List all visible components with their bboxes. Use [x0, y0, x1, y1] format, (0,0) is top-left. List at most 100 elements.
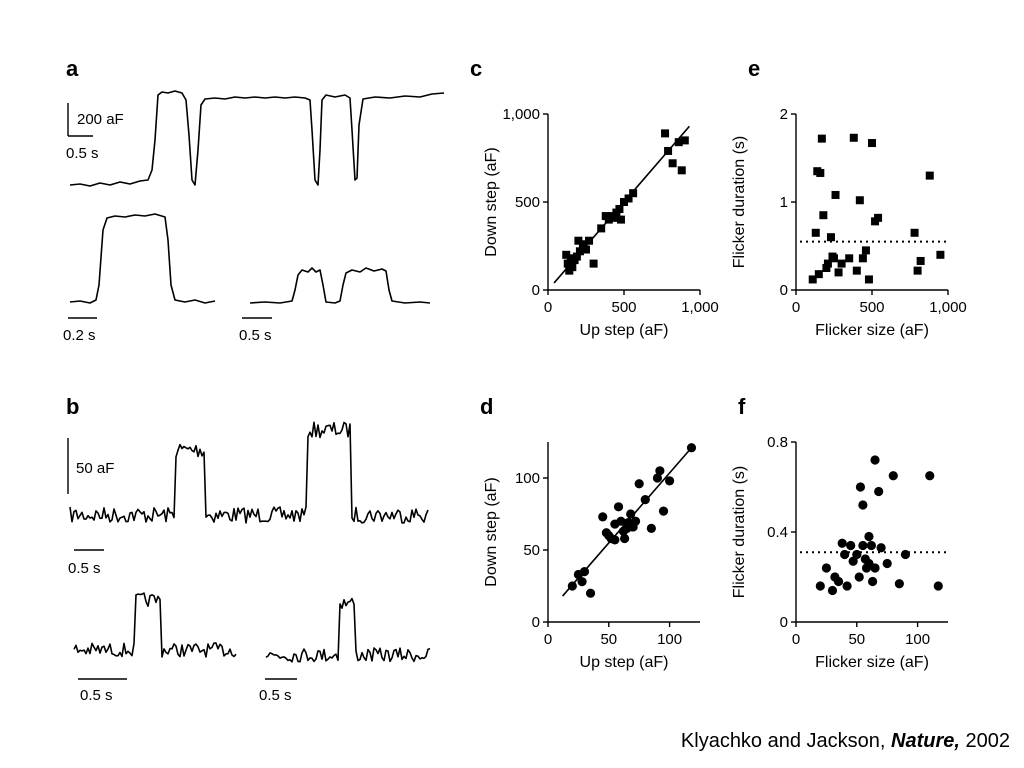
data-point-c [616, 215, 625, 224]
data-point-e [834, 268, 843, 277]
x-tick-label-d: 50 [600, 631, 617, 648]
trace-b-bottom-left [73, 592, 237, 658]
data-point-f [827, 585, 838, 596]
trace-a-bottom-right [249, 267, 431, 304]
data-point-e [858, 254, 867, 263]
data-point-d [640, 495, 650, 505]
data-point-d [686, 443, 697, 453]
x-axis-label-e: Flicker size (aF) [815, 322, 929, 339]
time-label-a-left: 0.2 s [63, 327, 96, 344]
data-point-e [925, 171, 934, 180]
y-tick-label-d: 0 [532, 614, 540, 631]
time-label-b-top: 0.5 s [68, 560, 101, 577]
data-point-d [626, 509, 636, 519]
y-axis-label-c: Down step (aF) [483, 147, 500, 256]
panel-a: 200 aF 0.5 s 0.2 s 0.5 s [63, 90, 445, 344]
data-point-c [624, 194, 633, 203]
panel-label-f: f [738, 394, 746, 419]
data-point-d [579, 567, 590, 577]
data-point-d [655, 466, 665, 476]
data-point-e [849, 133, 858, 142]
data-point-c [568, 263, 577, 272]
data-point-e [868, 139, 876, 148]
x-axis-label-f: Flicker size (aF) [815, 654, 929, 671]
data-point-c [563, 259, 572, 268]
panel-label-e: e [748, 56, 760, 81]
trace-a-top [69, 90, 445, 187]
data-point-e [855, 196, 864, 205]
citation-year: 2002 [965, 730, 1011, 752]
y-axis-label-f: Flicker duration (s) [731, 466, 748, 598]
data-point-f [858, 500, 868, 510]
data-point-e [822, 264, 831, 272]
data-point-f [870, 455, 880, 465]
data-point-c [661, 129, 670, 138]
data-point-e [936, 250, 945, 259]
data-point-c [574, 236, 583, 245]
data-point-e [816, 168, 825, 177]
scale-label-a: 200 aF [77, 111, 124, 128]
data-point-c [615, 205, 624, 214]
data-point-f [833, 576, 844, 587]
data-point-f [815, 581, 825, 591]
panel-label-c: c [470, 56, 482, 81]
data-point-f [866, 540, 876, 551]
data-point-e [819, 211, 828, 220]
time-label-a-right: 0.5 s [239, 327, 272, 344]
y-tick-label-c: 0 [532, 282, 540, 299]
data-point-e [852, 266, 861, 275]
data-point-f [855, 482, 866, 492]
scatter-chart-f: 0 50 100 0 0.4 0.8 Flicker size (aF) Flicker du… [731, 434, 950, 671]
x-tick-label-e: 500 [859, 299, 884, 316]
y-tick-label-e: 0 [780, 282, 788, 299]
data-point-f [852, 549, 862, 560]
data-point-f [925, 471, 935, 481]
data-point-e [817, 134, 826, 143]
data-point-d [634, 479, 644, 489]
data-point-e [845, 254, 854, 263]
y-tick-label-c: 500 [515, 194, 540, 211]
scatter-chart-e: 0 500 1,000 0 1 2 Flicker size (aF) Flicker dur… [731, 106, 967, 339]
data-point-f [821, 563, 832, 573]
y-tick-label-e: 1 [780, 194, 788, 211]
data-point-f [882, 558, 892, 569]
data-point-e [837, 259, 846, 268]
time-label-a-top: 0.5 s [66, 145, 99, 162]
data-point-f [864, 531, 874, 542]
data-point-c [674, 138, 683, 147]
data-point-e [808, 275, 817, 284]
data-point-f [837, 538, 847, 548]
time-label-b-left: 0.5 s [80, 687, 113, 704]
data-point-d [598, 512, 608, 522]
trace-b-top [69, 421, 429, 524]
data-point-f [874, 486, 884, 497]
x-tick-label-f: 100 [905, 631, 930, 648]
data-point-f [900, 549, 911, 560]
scale-bar-a [67, 103, 93, 137]
panel-label-a: a [66, 56, 79, 81]
x-tick-label-c: 1,000 [681, 299, 719, 316]
data-point-c [582, 245, 590, 254]
data-point-d [613, 502, 624, 512]
data-point-c [629, 189, 638, 198]
y-tick-label-c: 1,000 [502, 106, 540, 123]
data-point-f [933, 581, 943, 591]
data-point-c [578, 240, 587, 249]
data-point-d [658, 506, 669, 516]
scatter-chart-c: 0 500 1,000 0 500 1,000 Up step (aF) Down step … [483, 106, 719, 339]
data-point-e [913, 266, 922, 275]
data-point-e [811, 228, 820, 237]
y-tick-label-f: 0.8 [767, 434, 788, 451]
data-point-c [620, 198, 628, 206]
scale-label-b: 50 aF [76, 460, 114, 477]
data-point-d [610, 535, 620, 545]
data-point-e [823, 259, 832, 268]
y-tick-label-d: 50 [523, 542, 540, 559]
data-point-f [840, 549, 850, 560]
x-tick-label-d: 0 [544, 631, 552, 648]
x-tick-label-f: 0 [792, 631, 800, 648]
scatter-chart-d: 0 50 100 0 50 100 Up step (aF) Down step (aF) [483, 442, 700, 671]
x-tick-label-c: 500 [611, 299, 636, 316]
data-point-f [854, 572, 864, 582]
